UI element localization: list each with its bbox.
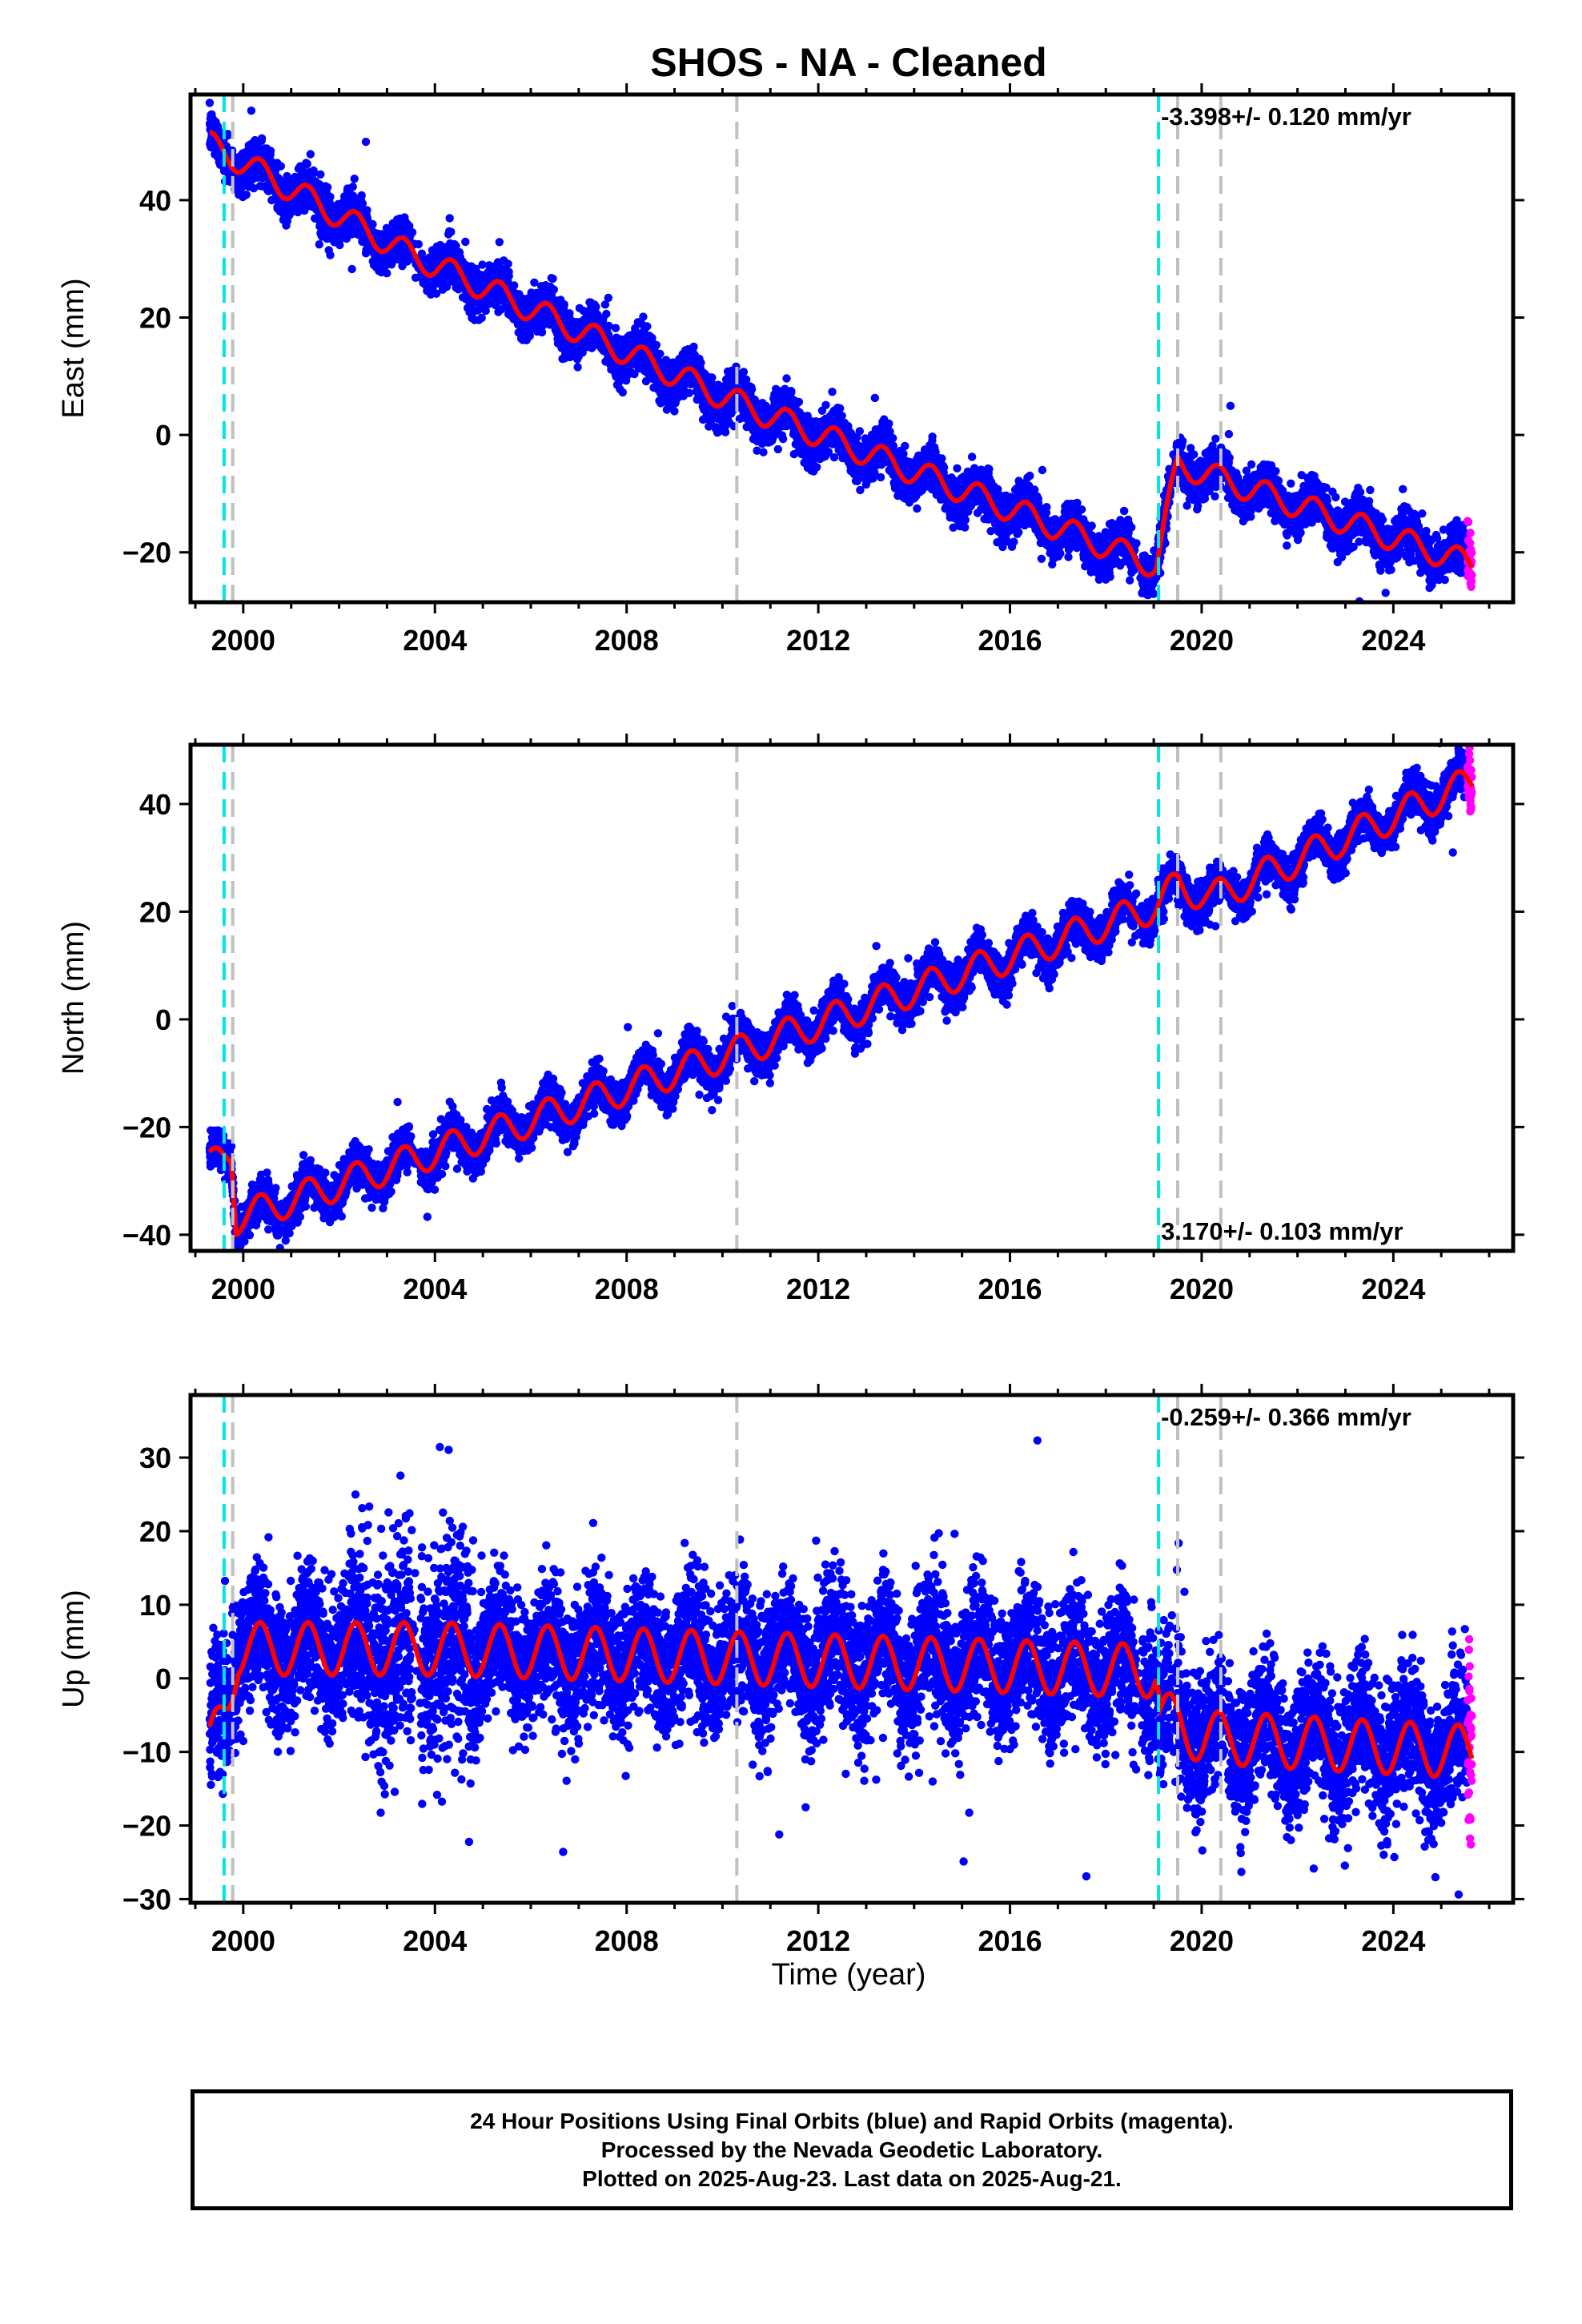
east-final-point: [442, 282, 452, 292]
east-final-point: [813, 463, 821, 472]
east-final-point: [821, 400, 830, 409]
east-final-point: [445, 214, 454, 223]
east-final-point: [759, 448, 768, 456]
east-final-point: [361, 137, 371, 147]
east-final-point: [548, 274, 557, 283]
east-final-point: [461, 237, 470, 247]
east-final-point: [560, 300, 568, 309]
east-final-point: [604, 293, 612, 303]
east-final-point: [326, 251, 335, 259]
east-final-point: [335, 240, 344, 250]
east-final-point: [309, 166, 318, 175]
east-final-point: [293, 207, 303, 217]
east-final-point: [408, 228, 417, 237]
east-final-point: [205, 99, 215, 107]
east-final-point: [266, 147, 275, 155]
east-final-orbit-points: [205, 99, 1472, 602]
east-final-point: [708, 373, 717, 382]
east-final-point: [509, 281, 519, 290]
east-final-point: [639, 312, 648, 321]
east-final-point: [828, 388, 837, 396]
east-final-point: [350, 175, 359, 183]
east-final-point: [249, 183, 259, 193]
east-final-point: [782, 374, 791, 383]
east-final-point: [787, 388, 796, 396]
east-final-point: [504, 271, 513, 280]
east-final-point: [383, 269, 391, 278]
east-final-point: [326, 192, 335, 201]
east-final-point: [316, 170, 325, 179]
east-final-point: [592, 303, 600, 312]
east-final-point: [565, 309, 574, 318]
east-final-point: [773, 444, 782, 454]
east-final-point: [323, 183, 332, 192]
east-final-point: [573, 363, 582, 372]
east-final-point: [652, 340, 661, 349]
east-final-point: [242, 191, 251, 199]
east-final-point: [283, 173, 292, 182]
east-final-point: [347, 264, 356, 274]
east-final-point: [495, 238, 504, 247]
east-final-point: [358, 199, 367, 208]
east-final-point: [855, 427, 865, 436]
east-final-point: [357, 191, 366, 200]
east-final-point: [223, 131, 232, 140]
east-final-point: [836, 404, 845, 413]
east-final-point: [747, 384, 757, 394]
east-final-point: [656, 349, 665, 358]
east-final-point: [447, 227, 456, 236]
east-final-point: [721, 428, 730, 436]
east-final-point: [247, 107, 256, 115]
east-final-point: [417, 249, 427, 258]
east-final-point: [276, 162, 285, 171]
east-final-point: [689, 342, 698, 352]
east-final-point: [306, 150, 315, 159]
east-final-point: [794, 397, 804, 407]
east-final-point: [303, 159, 311, 168]
east-final-point: [477, 313, 486, 323]
east-final-point: [549, 285, 558, 294]
east-final-point: [414, 239, 423, 249]
east-final-point: [697, 358, 705, 368]
east-final-point: [363, 206, 371, 215]
east-final-point: [368, 219, 377, 229]
east-final-point: [602, 309, 611, 319]
east-final-point: [611, 324, 620, 332]
east-final-point: [739, 368, 749, 376]
east-final-point: [778, 434, 788, 444]
chart-title: SHOS - NA - Cleaned: [650, 40, 1046, 85]
east-final-point: [618, 388, 627, 397]
east-final-point: [670, 407, 679, 416]
east-final-point: [348, 183, 357, 191]
east-final-point: [685, 388, 694, 397]
east-final-point: [643, 322, 652, 331]
east-final-point: [315, 240, 323, 249]
east-final-point: [257, 134, 267, 143]
east-final-point: [432, 289, 441, 298]
east-final-point: [452, 241, 460, 251]
east-plot-area: [205, 94, 1476, 602]
east-final-point: [504, 259, 512, 268]
